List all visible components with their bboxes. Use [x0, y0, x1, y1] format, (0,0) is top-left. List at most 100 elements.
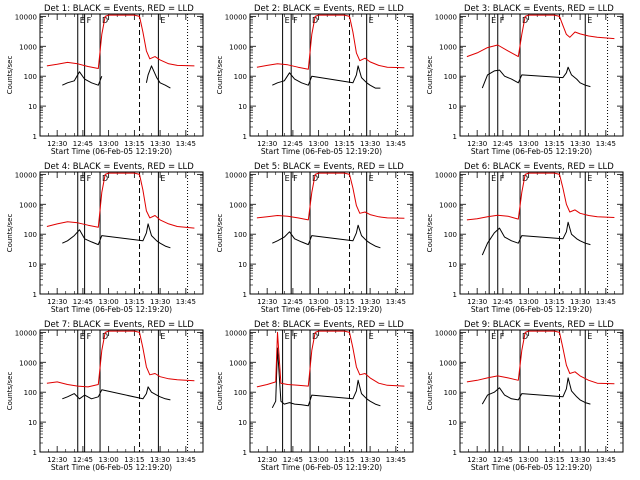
lld-series-line: [256, 14, 405, 70]
events-series-line: [481, 221, 591, 256]
x-tick-label: 12:45: [493, 140, 513, 148]
series-group: [46, 330, 195, 401]
y-axis-label: Counts/sec: [426, 214, 434, 253]
flag-letter: E: [80, 332, 85, 341]
x-tick-label: 13:00: [309, 298, 329, 306]
y-axis-label: Counts/sec: [6, 214, 14, 253]
y-tick-label: 1: [453, 449, 457, 457]
x-tick-label: 13:30: [570, 298, 590, 306]
events-series-line: [62, 386, 171, 401]
x-axis-label: Start Time (06-Feb-05 12:19:20): [261, 305, 382, 314]
detector-panel: Det 5: BLACK = Events, RED = LLD 1 10 100 10…: [216, 162, 414, 314]
flag-letter: E: [285, 332, 290, 341]
y-tick-label: 1000: [229, 43, 247, 51]
lld-series-line: [466, 14, 615, 58]
x-tick-label: 13:45: [386, 140, 406, 148]
plot-frame: [39, 329, 204, 453]
events-series-line: [271, 347, 381, 409]
x-tick-label: 13:30: [360, 140, 380, 148]
series-group: [466, 172, 615, 256]
flag-letter: E: [80, 16, 85, 25]
plot-frame: [249, 171, 414, 295]
y-tick-label: 100: [24, 231, 37, 239]
x-tick-label: 13:00: [99, 456, 119, 464]
x-tick-label: 13:45: [596, 140, 616, 148]
y-tick-label: 1000: [439, 359, 457, 367]
flag-letter: D: [312, 16, 318, 25]
flag-letter: E: [369, 16, 374, 25]
y-tick-label: 10: [28, 261, 37, 269]
x-tick-label: 13:15: [334, 140, 354, 148]
x-tick-label: 12:45: [73, 298, 93, 306]
y-tick-label: 10000: [15, 171, 37, 179]
lld-series-line: [46, 172, 195, 229]
y-tick-label: 10000: [225, 171, 247, 179]
y-tick-label: 10: [28, 419, 37, 427]
y-tick-label: 10000: [435, 329, 457, 337]
x-tick-label: 12:45: [493, 456, 513, 464]
plot-frame: [459, 329, 624, 453]
x-tick-label: 13:45: [386, 298, 406, 306]
flag-letter: F: [293, 174, 298, 183]
y-tick-label: 100: [234, 389, 247, 397]
x-tick-label: 13:30: [150, 298, 170, 306]
flag-letter: F: [87, 174, 92, 183]
lld-series-line: [256, 330, 405, 388]
x-tick-label: 13:45: [596, 298, 616, 306]
x-tick-label: 13:45: [176, 140, 196, 148]
series-group: [256, 172, 405, 249]
panel-title: Det 2: BLACK = Events, RED = LLD: [254, 4, 404, 14]
flag-letter: E: [491, 16, 496, 25]
flag-letter: F: [500, 332, 505, 341]
lld-series-line: [256, 172, 405, 221]
x-tick-label: 13:00: [309, 140, 329, 148]
flag-letter: E: [369, 174, 374, 183]
x-tick-label: 12:30: [467, 140, 487, 148]
panel-title: Det 1: BLACK = Events, RED = LLD: [44, 4, 194, 14]
flag-letter: E: [587, 332, 592, 341]
plot-frame: [39, 171, 204, 295]
y-tick-label: 100: [234, 73, 247, 81]
x-tick-label: 13:15: [544, 298, 564, 306]
series-group: [466, 330, 615, 405]
series-group: [46, 172, 195, 249]
y-tick-label: 1000: [19, 43, 37, 51]
y-tick-label: 1: [33, 133, 37, 141]
marker-lines: [282, 172, 399, 294]
x-tick-label: 13:30: [570, 456, 590, 464]
panel-title: Det 8: BLACK = Events, RED = LLD: [254, 320, 404, 330]
y-tick-label: 10: [28, 103, 37, 111]
y-tick-label: 10000: [225, 13, 247, 21]
y-tick-label: 1000: [229, 359, 247, 367]
series-group: [256, 14, 405, 89]
series-group: [256, 330, 405, 409]
plot-frame: [459, 171, 624, 295]
marker-lines: [77, 330, 189, 452]
x-tick-label: 13:00: [519, 298, 539, 306]
events-series-line: [481, 377, 591, 405]
x-tick-label: 13:00: [309, 456, 329, 464]
series-group: [46, 14, 195, 89]
x-tick-label: 13:15: [334, 456, 354, 464]
marker-lines: [282, 330, 399, 452]
x-tick-label: 13:30: [150, 456, 170, 464]
marker-lines: [488, 14, 609, 136]
events-series-line: [272, 224, 381, 249]
lld-series-line: [46, 330, 195, 388]
x-tick-label: 12:30: [467, 456, 487, 464]
y-axis-label: Counts/sec: [426, 372, 434, 411]
x-tick-label: 13:45: [386, 456, 406, 464]
x-tick-label: 13:00: [99, 298, 119, 306]
x-axis-label: Start Time (06-Feb-05 12:19:20): [261, 147, 382, 156]
x-tick-label: 13:30: [360, 456, 380, 464]
x-tick-label: 13:30: [570, 140, 590, 148]
y-axis-label: Counts/sec: [216, 214, 224, 253]
lld-series-line: [466, 172, 615, 221]
x-tick-label: 13:30: [360, 298, 380, 306]
panel-title: Det 3: BLACK = Events, RED = LLD: [464, 4, 614, 14]
flag-letter: E: [80, 174, 85, 183]
detector-panel: Det 9: BLACK = Events, RED = LLD 1 10 100 10…: [426, 320, 624, 472]
lld-series-line: [46, 14, 195, 69]
panel-title: Det 5: BLACK = Events, RED = LLD: [254, 162, 404, 172]
flag-letter: D: [312, 332, 318, 341]
